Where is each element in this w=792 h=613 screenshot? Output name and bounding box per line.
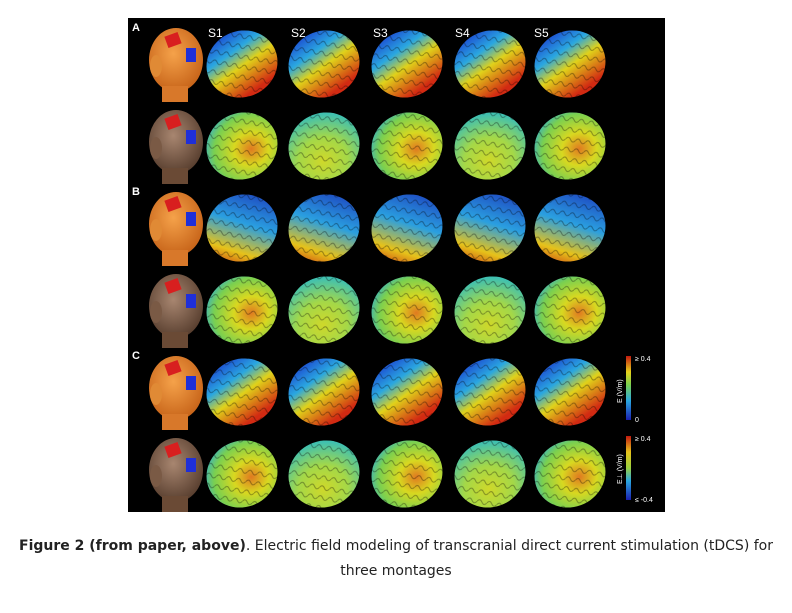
brain-map-a-magnitude-s4 [454,30,526,98]
brain-map-b-magnitude-s2 [288,194,360,262]
caption-title: Figure 2 (from paper, above) [19,538,246,554]
head-model-c [149,356,203,430]
brain-map-a-magnitude-s1 [206,30,278,98]
cathode-electrode [186,458,196,472]
brain-map-c-magnitude-s2 [288,358,360,426]
brain-map-c-magnitude-s3 [371,358,443,426]
anode-electrode [164,359,182,377]
cathode-electrode [186,376,196,390]
cathode-electrode [186,48,196,62]
brain-map-b-normal-s2 [288,276,360,344]
brain-map-b-normal-s4 [454,276,526,344]
cathode-electrode [186,130,196,144]
anode-electrode [164,277,182,295]
brain-map-b-magnitude-s5 [534,194,606,262]
subject-label-s3: S3 [373,26,388,40]
brain-map-b-magnitude-s4 [454,194,526,262]
figure-image: A B C S1 S2 S3 S4 S5 ≥ 0.4 0 E (V/m) ≥ 0… [128,18,665,512]
brain-map-a-normal-s1 [206,112,278,180]
brain-map-c-normal-s1 [206,440,278,508]
colorbar-magnitude [626,356,631,420]
anode-electrode [164,31,182,49]
subject-label-s4: S4 [455,26,470,40]
subject-label-s1: S1 [208,26,223,40]
brain-map-b-normal-s3 [371,276,443,344]
caption-text: . Electric field modeling of transcrania… [245,538,773,554]
subject-label-s2: S2 [291,26,306,40]
cathode-electrode [186,212,196,226]
colorbar-magnitude-min: 0 [635,417,639,424]
subject-label-s5: S5 [534,26,549,40]
brain-map-c-normal-s5 [534,440,606,508]
brain-map-a-normal-s2 [288,112,360,180]
brain-map-c-magnitude-s5 [534,358,606,426]
anode-electrode [164,441,182,459]
brain-map-a-magnitude-s3 [371,30,443,98]
brain-map-b-magnitude-s1 [206,194,278,262]
brain-map-c-normal-s4 [454,440,526,508]
figure-canvas: A B C S1 S2 S3 S4 S5 ≥ 0.4 0 E (V/m) ≥ 0… [132,22,653,512]
anode-electrode [164,113,182,131]
brain-map-a-normal-s5 [534,112,606,180]
brain-map-b-normal-s5 [534,276,606,344]
panel-label-a: A [132,22,140,34]
colorbar-normal [626,436,631,500]
caption-line2: three montages [340,563,452,579]
head-brain-model-a [149,110,203,184]
colorbar-normal-max: ≥ 0.4 [635,436,651,443]
colorbar-magnitude-title: E (V/m) [617,379,624,403]
brain-map-a-magnitude-s2 [288,30,360,98]
panel-label-c: C [132,350,140,362]
brain-map-c-magnitude-s1 [206,358,278,426]
colorbar-normal-min: ≤ -0.4 [635,497,653,504]
head-model-a [149,28,203,102]
brain-map-a-normal-s3 [371,112,443,180]
brain-map-a-magnitude-s5 [534,30,606,98]
brain-map-b-magnitude-s3 [371,194,443,262]
head-brain-model-b [149,274,203,348]
brain-map-b-normal-s1 [206,276,278,344]
colorbar-normal-title: E⊥ (V/m) [617,454,624,484]
brain-map-c-normal-s3 [371,440,443,508]
anode-electrode [164,195,182,213]
cathode-electrode [186,294,196,308]
colorbar-magnitude-max: ≥ 0.4 [635,356,651,363]
brain-map-c-normal-s2 [288,440,360,508]
brain-map-c-magnitude-s4 [454,358,526,426]
figure-caption: Figure 2 (from paper, above). Electric f… [0,534,792,584]
panel-label-b: B [132,186,140,198]
head-brain-model-c [149,438,203,512]
brain-map-a-normal-s4 [454,112,526,180]
head-model-b [149,192,203,266]
